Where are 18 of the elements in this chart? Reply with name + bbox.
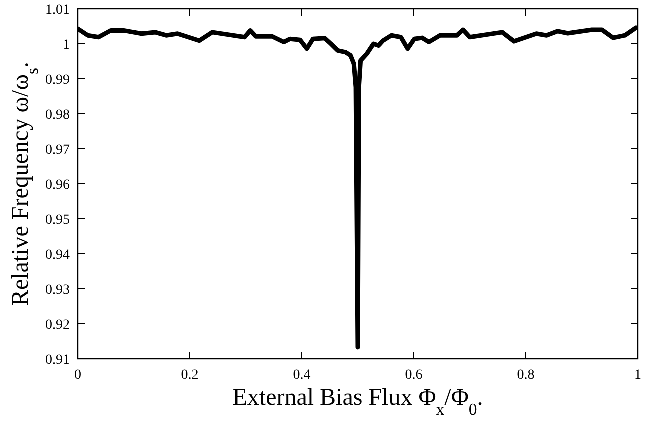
y-tick-label: 1.01 bbox=[46, 3, 70, 18]
y-tick-label: 0.93 bbox=[46, 283, 70, 298]
y-tick-label: 0.97 bbox=[46, 143, 70, 158]
y-tick-label: 0.91 bbox=[46, 353, 70, 368]
x-tick-label: 0.8 bbox=[517, 368, 535, 383]
x-tick-label: 0.2 bbox=[181, 368, 199, 383]
y-tick-label: 0.95 bbox=[46, 213, 70, 228]
x-axis-title: External Bias Flux Φ$_{x}$/Φ$_{0}$. bbox=[232, 385, 484, 418]
x-tick-label: 0.6 bbox=[405, 368, 423, 383]
y-tick-label: 1 bbox=[63, 38, 70, 53]
y-tick-label: 0.96 bbox=[46, 178, 70, 193]
y-tick-label: 0.98 bbox=[46, 108, 70, 123]
x-tick-label: 1 bbox=[634, 368, 642, 383]
x-tick-label: 0.4 bbox=[293, 368, 311, 383]
y-tick-label: 0.94 bbox=[46, 248, 70, 263]
y-tick-label: 0.92 bbox=[46, 318, 70, 333]
y-tick-label: 0.99 bbox=[46, 73, 70, 88]
x-tick-label: 0 bbox=[74, 368, 82, 383]
